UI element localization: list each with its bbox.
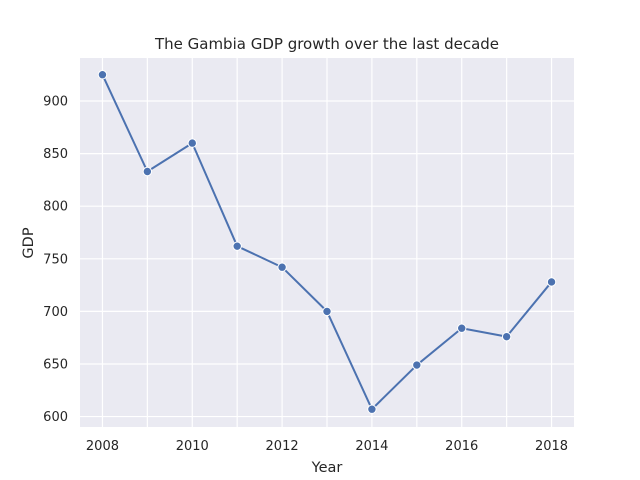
data-point: [546, 277, 557, 287]
data-point: [412, 360, 422, 370]
data-point: [501, 331, 512, 342]
x-axis-label: Year: [311, 460, 343, 476]
y-tick-label: 650: [43, 357, 68, 372]
y-tick-label: 750: [43, 252, 68, 267]
x-tick-label: 2016: [445, 439, 478, 454]
chart-title: The Gambia GDP growth over the last deca…: [154, 35, 499, 53]
x-tick-label: 2018: [535, 439, 568, 454]
y-tick-label: 900: [43, 95, 68, 110]
data-point: [277, 262, 287, 272]
x-tick-label: 2008: [86, 439, 119, 454]
y-tick-label: 850: [43, 147, 68, 162]
y-tick-label: 700: [43, 305, 68, 320]
x-tick-label: 2010: [176, 439, 209, 454]
data-point: [142, 166, 153, 177]
data-point: [322, 306, 332, 317]
x-axis-ticks: 2008 2010 2012 2014 2016 2018: [86, 439, 568, 454]
y-tick-label: 800: [43, 200, 68, 215]
data-point: [232, 241, 242, 251]
y-axis-ticks: 600 650 700 750 800 850 900: [43, 95, 68, 426]
x-tick-label: 2014: [355, 439, 388, 454]
data-point: [187, 138, 197, 148]
data-point: [97, 70, 108, 80]
data-point: [457, 323, 467, 333]
y-tick-label: 600: [43, 410, 68, 425]
x-tick-label: 2012: [266, 439, 299, 454]
series-layer: [97, 70, 557, 414]
data-point: [367, 404, 377, 414]
y-axis-label: GDP: [21, 227, 37, 258]
